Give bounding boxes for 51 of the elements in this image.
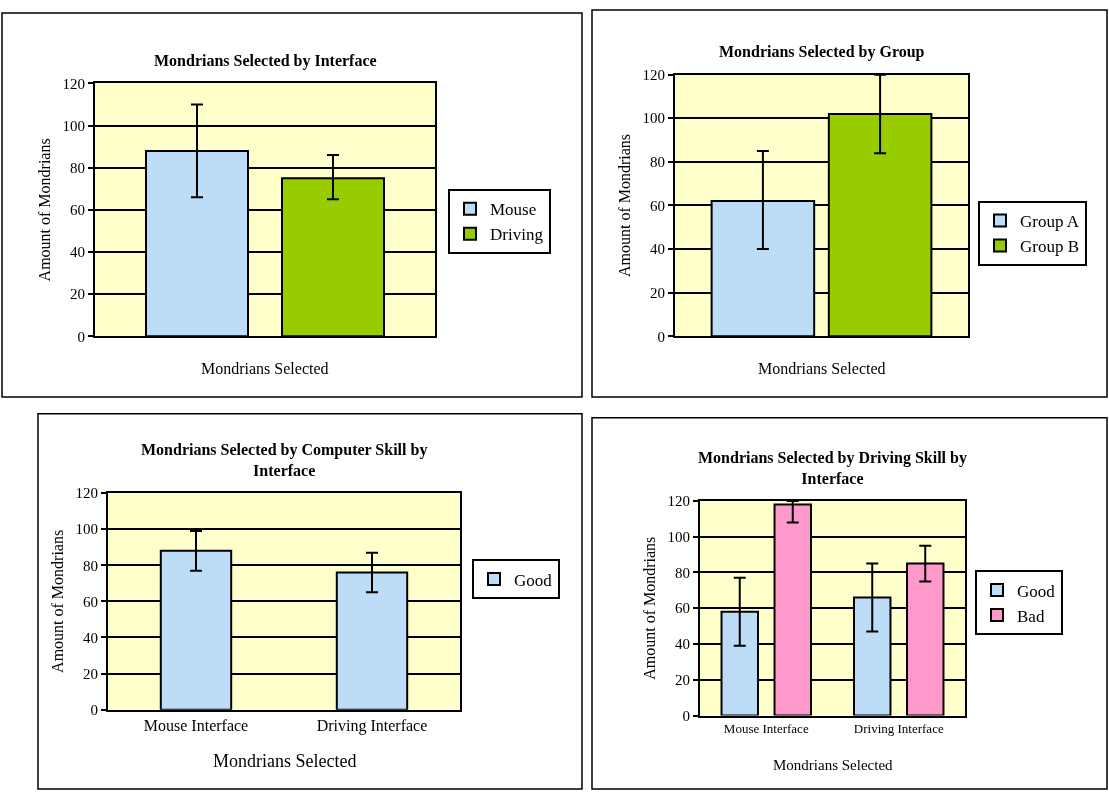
chart-title: Mondrians Selected by Driving Skill by Interface xyxy=(698,449,967,487)
y-tick-label: 40 xyxy=(650,241,665,258)
y-axis-title: Amount of Mondrians xyxy=(35,138,53,282)
y-tick-label: 40 xyxy=(675,636,690,653)
y-tick-label: 20 xyxy=(83,665,98,682)
y-tick-label: 80 xyxy=(675,564,690,581)
chart-title: Mondrians Selected by Group xyxy=(719,43,925,61)
y-tick-label: 120 xyxy=(667,493,690,510)
x-tick-label: Mouse Interface xyxy=(143,716,249,734)
x-axis-title: Mondrians Selected xyxy=(213,751,357,771)
y-tick-label: 60 xyxy=(70,202,85,219)
y-tick-label: 20 xyxy=(650,284,665,301)
legend-label: Group B xyxy=(1020,237,1080,257)
x-tick-label: Driving Interface xyxy=(853,721,944,737)
y-tick-label: 40 xyxy=(83,629,98,646)
x-axis-title: Mondrians Selected xyxy=(773,757,894,773)
y-tick-label: 0 xyxy=(682,707,690,724)
y-tick-label: 20 xyxy=(70,286,85,303)
y-tick-label: 120 xyxy=(62,75,85,92)
y-tick-label: 80 xyxy=(83,557,98,574)
y-tick-label: 80 xyxy=(70,159,85,176)
y-tick-label: 80 xyxy=(650,154,665,171)
x-tick-label: Driving Interface xyxy=(316,716,428,735)
y-axis-title: Amount of Mondrians xyxy=(640,536,658,680)
y-tick-label: 0 xyxy=(657,328,665,345)
y-tick-label: 100 xyxy=(75,521,98,538)
x-axis-title: Mondrians Selected xyxy=(201,360,329,377)
y-tick-label: 20 xyxy=(675,672,690,689)
chart-title: Mondrians Selected by Interface xyxy=(154,52,377,70)
chart-title: Mondrians Selected by Computer Skill by Interface xyxy=(141,441,428,479)
x-tick-label: Mouse Interface xyxy=(723,721,809,737)
legend-label: Good xyxy=(514,570,553,590)
y-tick-label: 120 xyxy=(75,485,98,502)
y-tick-label: 100 xyxy=(667,528,690,545)
y-tick-label: 0 xyxy=(77,328,85,345)
legend-label: Driving xyxy=(490,225,544,245)
x-axis-title: Mondrians Selected xyxy=(758,360,886,377)
y-axis-title: Amount of Mondrians xyxy=(615,133,633,278)
legend-label: Mouse xyxy=(490,200,537,220)
y-tick-label: 40 xyxy=(70,244,85,261)
y-tick-label: 60 xyxy=(83,593,98,610)
y-tick-label: 100 xyxy=(62,117,85,134)
legend-label: Group A xyxy=(1020,212,1080,232)
legend-label: Good xyxy=(1017,581,1056,601)
y-tick-label: 60 xyxy=(675,600,690,617)
y-tick-label: 100 xyxy=(642,110,665,127)
y-tick-label: 60 xyxy=(650,197,665,214)
legend-label: Bad xyxy=(1017,606,1045,626)
y-tick-label: 0 xyxy=(90,701,98,718)
y-axis-title: Amount of Mondrians xyxy=(48,529,66,673)
y-tick-label: 120 xyxy=(642,66,665,83)
